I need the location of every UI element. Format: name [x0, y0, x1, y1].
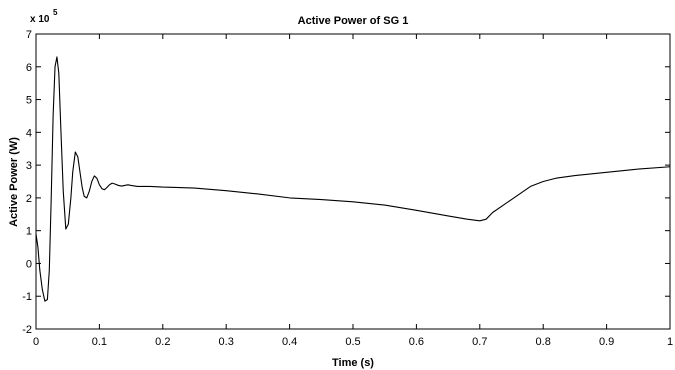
y-tick-label: -1: [22, 291, 32, 303]
x-tick-label: 0.7: [472, 336, 487, 348]
x-tick-label: 0.4: [282, 336, 297, 348]
y-tick-label: 0: [26, 258, 32, 270]
plot-area: 0 0.1 0.2 0.3 0.4 0.5 0.6 0.7 0.8 0.9 1 -2 -1 0 1 2 3 4 5 6…: [22, 29, 673, 348]
y-tick-label: 4: [26, 127, 32, 139]
x-tick-label: 1: [667, 336, 673, 348]
y-axis-label: Active Power (W): [8, 137, 20, 227]
chart-title: Active Power of SG 1: [298, 15, 409, 27]
y-tick-label: 6: [26, 62, 32, 74]
y-tick-label: 5: [26, 95, 32, 107]
x-tick-label: 0: [33, 336, 39, 348]
y-tick-label: 3: [26, 160, 32, 172]
x-tick-label: 0.2: [155, 336, 170, 348]
series-line: [35, 56, 671, 302]
x-tick-label: 0.1: [92, 336, 107, 348]
x-axis-label: Time (s): [332, 357, 374, 369]
x-tick-label: 0.9: [599, 336, 614, 348]
y-tick-label: -2: [22, 324, 32, 336]
x-tick-label: 0.5: [345, 336, 360, 348]
x-tick-label: 0.3: [219, 336, 234, 348]
x-tick-label: 0.6: [409, 336, 424, 348]
y-tick-label: 7: [26, 29, 32, 41]
y-tick-label: 1: [26, 226, 32, 238]
y-multiplier-label: x 10: [30, 14, 50, 25]
y-tick-label: 2: [26, 193, 32, 205]
x-tick-label: 0.8: [536, 336, 551, 348]
y-exponent-label: 5: [53, 8, 58, 17]
